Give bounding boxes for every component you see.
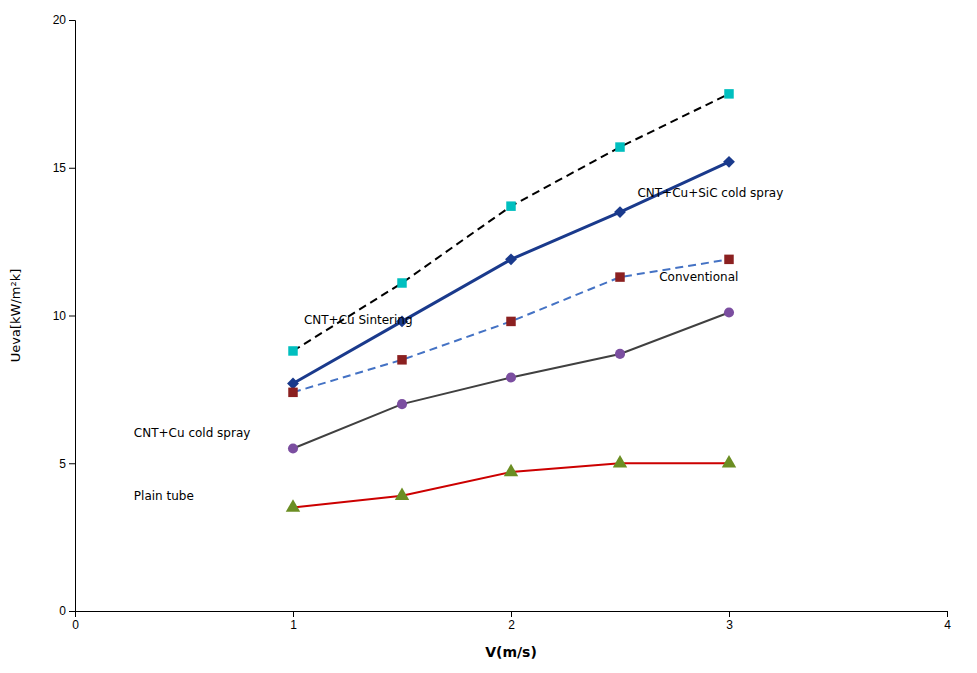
tick-label: 2 — [508, 618, 515, 632]
y-axis: 0 5 10 15 20 — [53, 13, 76, 618]
marker — [506, 317, 515, 326]
tick-label: 0 — [59, 604, 66, 618]
tick: 3 — [726, 611, 733, 632]
tick: 0 — [72, 611, 79, 632]
annotation: CNT+Cu cold spray — [134, 426, 251, 440]
marker — [614, 206, 626, 218]
axis-line — [76, 612, 948, 618]
marker — [505, 253, 517, 265]
tick-mark — [69, 168, 75, 169]
marker — [395, 487, 409, 499]
marker — [724, 255, 733, 264]
marker — [724, 307, 734, 317]
marker — [504, 464, 518, 476]
plot-area: 0 1 2 3 4 0 5 10 15 20 CNT+Cu Sintering CNT+Cu+SiC … — [53, 13, 952, 631]
annotation: Conventional — [659, 270, 738, 284]
tick: 4 — [944, 611, 951, 632]
marks — [286, 89, 736, 512]
x-axis: 0 1 2 3 4 — [72, 611, 951, 632]
y-axis-title: Ueva[kW/m²k] — [8, 269, 23, 362]
annotation: CNT+Cu Sintering — [304, 313, 413, 327]
marker — [288, 346, 297, 355]
marker — [722, 455, 736, 467]
x-axis-title: V(m/s) — [485, 644, 537, 660]
tick-label: 4 — [944, 618, 951, 632]
marker — [397, 355, 406, 364]
tick-mark — [293, 611, 294, 617]
marker — [288, 388, 297, 397]
tick-label: 3 — [726, 618, 733, 632]
tick-mark — [947, 611, 948, 617]
marker — [506, 373, 516, 383]
tick: 15 — [53, 161, 75, 175]
tick-label: 15 — [53, 161, 67, 175]
marker — [615, 142, 624, 151]
tick-mark — [69, 463, 75, 464]
marker — [724, 89, 733, 98]
tick-label: 10 — [53, 309, 67, 323]
marker — [615, 349, 625, 359]
series-line — [293, 94, 729, 351]
tick-mark — [69, 316, 75, 317]
marker — [286, 499, 300, 511]
marker — [397, 278, 406, 287]
annotation: Plain tube — [134, 489, 194, 503]
tick: 20 — [53, 13, 75, 27]
tick-mark — [69, 611, 75, 612]
tick-mark — [511, 611, 512, 617]
tick-label: 20 — [53, 13, 67, 27]
annotation: CNT+Cu+SiC cold spray — [637, 186, 783, 200]
series-line — [293, 463, 729, 507]
tick-mark — [69, 20, 75, 21]
tick: 2 — [508, 611, 515, 632]
tick: 10 — [53, 309, 75, 323]
annotations: CNT+Cu Sintering CNT+Cu+SiC cold spray Con… — [134, 186, 783, 503]
tick: 0 — [59, 604, 75, 618]
tick: 1 — [290, 611, 297, 632]
series-line — [293, 313, 729, 449]
tick-label: 0 — [72, 618, 79, 632]
chart: 0 1 2 3 4 0 5 10 15 20 CNT+Cu Sintering CNT+Cu+SiC … — [0, 0, 977, 673]
tick-label: 5 — [59, 457, 66, 471]
marker — [723, 156, 735, 168]
marker — [506, 201, 515, 210]
tick-mark — [729, 611, 730, 617]
marker — [613, 455, 627, 467]
marker — [615, 272, 624, 281]
tick: 5 — [59, 457, 75, 471]
tick-label: 1 — [290, 618, 297, 632]
marker — [288, 443, 298, 453]
marker — [397, 399, 407, 409]
axis-line — [69, 21, 76, 612]
